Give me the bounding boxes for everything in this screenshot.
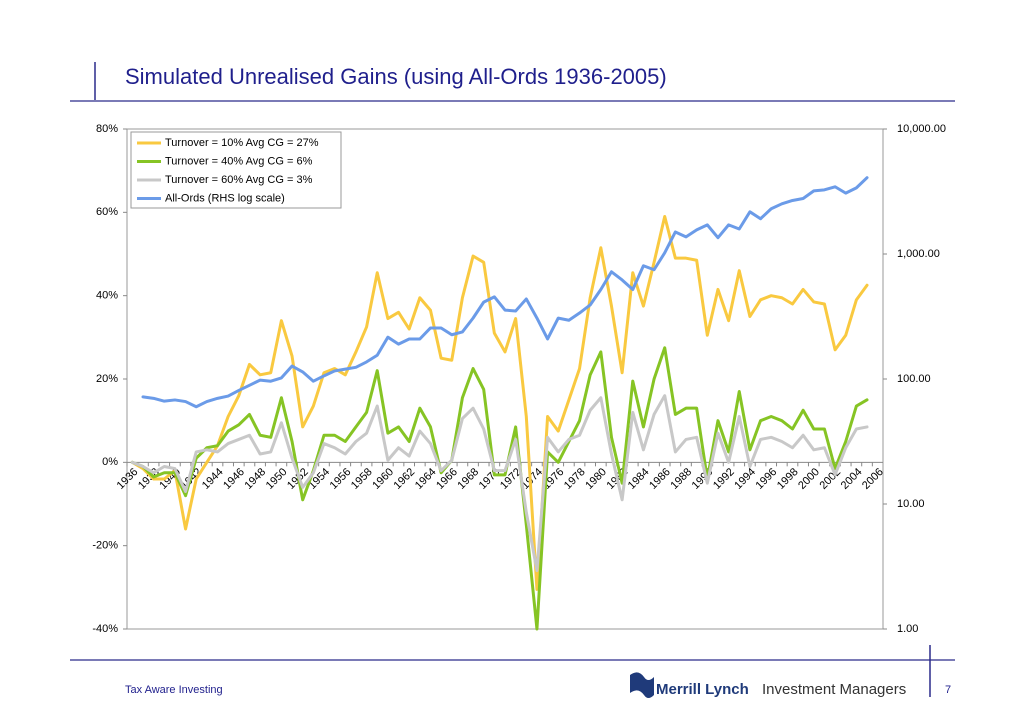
y-tick-label: 20% — [96, 373, 118, 385]
x-tick-label: 1988 — [668, 466, 694, 492]
x-tick-label: 1950 — [264, 466, 290, 492]
logo-bull — [630, 672, 654, 698]
x-tick-label: 1978 — [562, 466, 588, 492]
logo: Merrill Lynch Investment Managers — [630, 672, 906, 698]
footer-text: Tax Aware Investing — [125, 684, 223, 696]
x-tick-label: 1948 — [242, 466, 268, 492]
legend-label: Turnover = 40% Avg CG = 6% — [165, 155, 313, 167]
x-tick-label: 2006 — [860, 466, 886, 492]
x-tick-label: 1958 — [349, 466, 375, 492]
x-tick-label: 1956 — [328, 466, 354, 492]
x-tick-label: 1960 — [370, 466, 396, 492]
x-tick-label: 1986 — [647, 466, 673, 492]
x-tick-label: 2000 — [796, 466, 822, 492]
series-line — [130, 346, 869, 631]
x-tick-label: 1984 — [626, 466, 652, 492]
legend-label: Turnover = 60% Avg CG = 3% — [165, 174, 313, 186]
y-tick-label: -40% — [92, 623, 118, 635]
y-tick-label: 80% — [96, 123, 118, 135]
plot: -40% -20% 0% 20% 40% 60% 80% 1.00 10.00 100.00 1,0… — [92, 123, 946, 635]
legend-label: All-Ords (RHS log scale) — [165, 192, 285, 204]
x-tick-label: 1980 — [583, 466, 609, 492]
y2-tick-label: 100.00 — [897, 373, 931, 385]
legend-label: Turnover = 10% Avg CG = 27% — [165, 137, 319, 149]
x-tick-label: 1962 — [392, 466, 418, 492]
series-line — [141, 176, 869, 409]
y2-tick-label: 10,000.00 — [897, 123, 946, 135]
y-tick-label: 40% — [96, 290, 118, 302]
x-tick-label: 2002 — [817, 466, 843, 492]
legend-box — [130, 131, 342, 209]
slide-title: Simulated Unrealised Gains (using All-Or… — [125, 64, 667, 89]
x-tick-label: 1936 — [115, 466, 141, 492]
y-tick-label: -20% — [92, 540, 118, 552]
series-line — [130, 394, 869, 573]
x-tick-label: 1992 — [711, 466, 737, 492]
x-tick-label: 1996 — [754, 466, 780, 492]
y2-tick-label: 10.00 — [897, 498, 925, 510]
x-tick-label: 1994 — [732, 466, 758, 492]
logo-division: Investment Managers — [762, 681, 906, 698]
x-tick-label: 1964 — [413, 466, 439, 492]
logo-brand: Merrill Lynch — [656, 681, 749, 698]
y-tick-label: 0% — [102, 456, 118, 468]
legend: Turnover = 10% Avg CG = 27% Turnover = 40… — [130, 131, 342, 209]
y2-tick-label: 1.00 — [897, 623, 918, 635]
x-tick-label: 1968 — [455, 466, 481, 492]
series-line — [130, 215, 869, 591]
x-tick-label: 2004 — [839, 466, 865, 492]
x-tick-label: 1946 — [221, 466, 247, 492]
page-number: 7 — [945, 684, 951, 696]
x-tick-label: 1966 — [434, 466, 460, 492]
y2-tick-label: 1,000.00 — [897, 248, 940, 260]
y-tick-label: 60% — [96, 206, 118, 218]
x-tick-label: 1998 — [775, 466, 801, 492]
